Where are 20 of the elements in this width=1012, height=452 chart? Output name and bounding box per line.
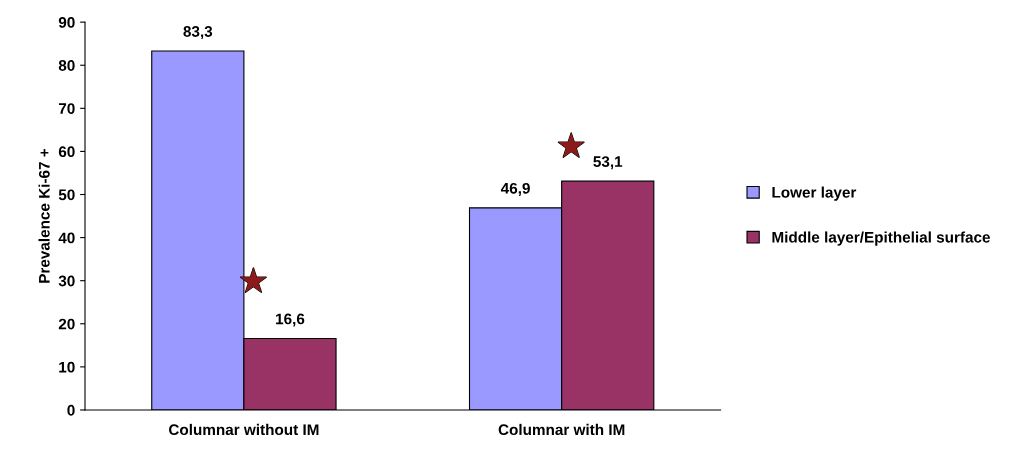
y-tick-label: 80 <box>58 60 75 71</box>
x-tick-label: Columnar with IM <box>498 423 625 436</box>
data-label: 53,1 <box>593 156 623 170</box>
data-label: 46,9 <box>500 182 530 196</box>
data-label: 16,6 <box>276 313 305 327</box>
annotation: ★ <box>558 132 584 158</box>
y-tick-label: 60 <box>58 146 75 158</box>
y-axis-title: Prevalence Ki-67 + <box>38 148 50 283</box>
y-tick-label: 40 <box>58 232 75 244</box>
x-tick-label: Columnar without IM <box>168 423 319 436</box>
legend-label: Lower layer <box>772 186 857 201</box>
y-tick-label: 20 <box>58 318 75 330</box>
y-tick-label: 70 <box>58 103 75 115</box>
y-tick-label: 50 <box>58 189 75 201</box>
y-tick-label: 90 <box>58 17 75 28</box>
y-tick-label: 10 <box>59 361 75 373</box>
y-tick-label: 0 <box>67 404 75 416</box>
data-label: 83,3 <box>183 26 213 40</box>
legend-label: Middle layer/Epithelial surface <box>772 231 990 246</box>
y-tick-label: 30 <box>58 275 75 287</box>
